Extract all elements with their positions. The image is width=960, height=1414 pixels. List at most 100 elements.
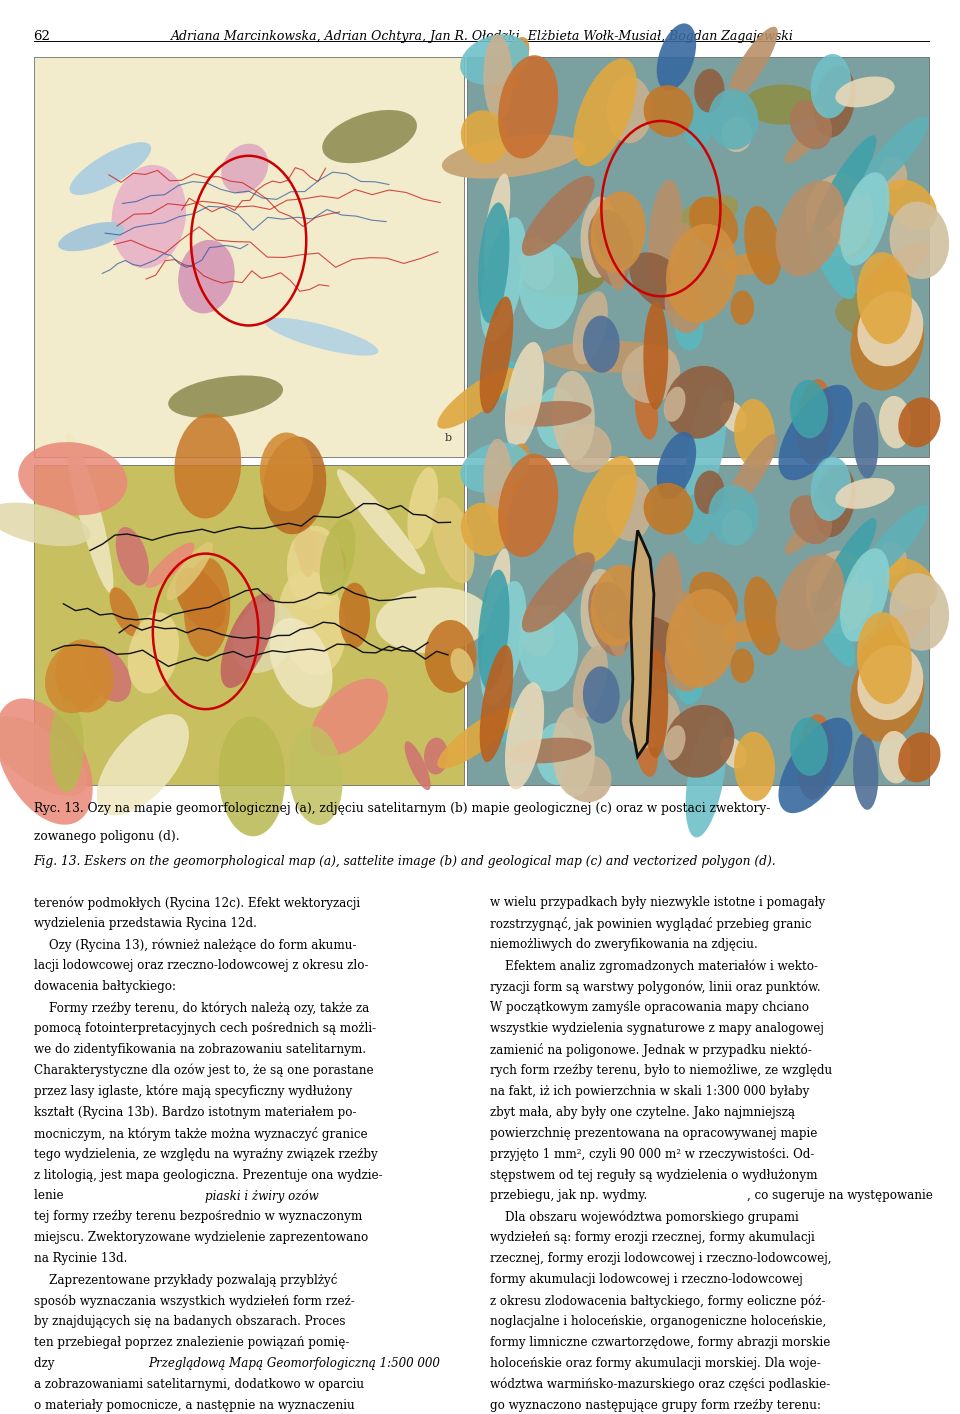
Ellipse shape bbox=[685, 385, 727, 508]
Ellipse shape bbox=[605, 609, 625, 658]
Ellipse shape bbox=[744, 85, 821, 124]
Ellipse shape bbox=[573, 645, 608, 718]
Ellipse shape bbox=[289, 727, 343, 824]
Ellipse shape bbox=[573, 291, 608, 365]
Ellipse shape bbox=[0, 717, 87, 796]
Ellipse shape bbox=[784, 518, 822, 554]
Text: z okresu zlodowacenia bałtyckiego, formy eoliczne póź-: z okresu zlodowacenia bałtyckiego, formy… bbox=[490, 1294, 825, 1308]
Ellipse shape bbox=[635, 720, 658, 776]
Ellipse shape bbox=[630, 615, 689, 674]
Ellipse shape bbox=[810, 223, 855, 300]
Ellipse shape bbox=[790, 717, 828, 776]
Ellipse shape bbox=[168, 376, 283, 419]
Ellipse shape bbox=[375, 587, 491, 653]
Text: z litologią, jest mapa geologiczna. Prezentuje ona wydzie-: z litologią, jest mapa geologiczna. Prez… bbox=[34, 1168, 382, 1182]
Ellipse shape bbox=[498, 55, 558, 158]
Ellipse shape bbox=[552, 707, 595, 796]
Text: zamienić na poligonowe. Jednak w przypadku niektó-: zamienić na poligonowe. Jednak w przypad… bbox=[490, 1044, 811, 1058]
Ellipse shape bbox=[722, 510, 752, 544]
Ellipse shape bbox=[563, 424, 612, 472]
Ellipse shape bbox=[18, 443, 128, 515]
Ellipse shape bbox=[675, 304, 704, 351]
Ellipse shape bbox=[442, 134, 586, 178]
Ellipse shape bbox=[664, 636, 704, 691]
Ellipse shape bbox=[814, 465, 855, 537]
Ellipse shape bbox=[484, 174, 511, 276]
Ellipse shape bbox=[552, 370, 595, 461]
Ellipse shape bbox=[814, 519, 876, 615]
Ellipse shape bbox=[573, 58, 636, 167]
Ellipse shape bbox=[875, 271, 905, 322]
Ellipse shape bbox=[899, 732, 941, 782]
Text: noglacjalne i holoceńskie, organogeniczne holoceńskie,: noglacjalne i holoceńskie, organogeniczn… bbox=[490, 1315, 826, 1328]
Ellipse shape bbox=[728, 434, 778, 508]
Ellipse shape bbox=[404, 741, 431, 790]
Ellipse shape bbox=[310, 679, 388, 756]
Ellipse shape bbox=[663, 386, 685, 421]
Text: dowacenia bałtyckiego:: dowacenia bałtyckiego: bbox=[34, 980, 176, 993]
Ellipse shape bbox=[643, 301, 668, 410]
Ellipse shape bbox=[664, 279, 704, 334]
Ellipse shape bbox=[294, 530, 347, 575]
Ellipse shape bbox=[166, 542, 213, 601]
Text: holoceńskie oraz formy akumulacji morskiej. Dla woje-: holoceńskie oraz formy akumulacji morski… bbox=[490, 1357, 821, 1370]
Ellipse shape bbox=[857, 252, 912, 344]
Ellipse shape bbox=[731, 649, 754, 683]
Ellipse shape bbox=[689, 197, 738, 250]
Ellipse shape bbox=[776, 181, 845, 276]
Ellipse shape bbox=[734, 399, 775, 468]
Ellipse shape bbox=[297, 523, 316, 577]
Ellipse shape bbox=[853, 402, 878, 478]
Ellipse shape bbox=[682, 99, 711, 150]
Text: Zaprezentowane przykłady pozwalają przyblżyć: Zaprezentowane przykłady pozwalają przyb… bbox=[34, 1273, 337, 1287]
Text: formy limniczne czwartorzędowe, formy abrazji morskie: formy limniczne czwartorzędowe, formy ab… bbox=[490, 1336, 830, 1349]
Ellipse shape bbox=[175, 414, 241, 519]
Ellipse shape bbox=[806, 550, 873, 633]
Ellipse shape bbox=[823, 178, 858, 226]
Ellipse shape bbox=[670, 591, 695, 666]
Ellipse shape bbox=[483, 438, 513, 525]
Ellipse shape bbox=[490, 37, 529, 99]
Bar bbox=[34, 465, 464, 785]
Ellipse shape bbox=[480, 218, 526, 342]
Ellipse shape bbox=[720, 737, 747, 769]
Ellipse shape bbox=[339, 583, 370, 648]
Ellipse shape bbox=[694, 69, 725, 113]
Ellipse shape bbox=[648, 553, 683, 660]
Text: piaski i żwiry ozów: piaski i żwiry ozów bbox=[204, 1189, 319, 1203]
Text: dzy: dzy bbox=[34, 1357, 58, 1370]
Ellipse shape bbox=[665, 704, 734, 778]
Text: Dla obszaru województwa pomorskiego grupami: Dla obszaru województwa pomorskiego grup… bbox=[490, 1210, 799, 1225]
Ellipse shape bbox=[460, 34, 529, 85]
Ellipse shape bbox=[536, 723, 578, 785]
Text: b: b bbox=[445, 433, 452, 443]
Ellipse shape bbox=[835, 293, 922, 341]
Ellipse shape bbox=[320, 519, 355, 595]
Ellipse shape bbox=[263, 437, 326, 534]
Text: w wielu przypadkach były niezwykle istotne i pomagały: w wielu przypadkach były niezwykle istot… bbox=[490, 896, 825, 909]
Text: terenów podmokłych (Rycina 12c). Efekt wektoryzacji: terenów podmokłych (Rycina 12c). Efekt w… bbox=[34, 896, 360, 911]
Ellipse shape bbox=[784, 126, 822, 163]
Text: na Rycinie 13d.: na Rycinie 13d. bbox=[34, 1253, 127, 1266]
Ellipse shape bbox=[878, 396, 911, 448]
Ellipse shape bbox=[722, 117, 752, 153]
Ellipse shape bbox=[483, 361, 532, 400]
Text: wydzielenia przedstawia Rycina 12d.: wydzielenia przedstawia Rycina 12d. bbox=[34, 918, 256, 930]
Ellipse shape bbox=[890, 202, 949, 279]
Ellipse shape bbox=[583, 315, 619, 373]
Ellipse shape bbox=[590, 191, 646, 273]
Ellipse shape bbox=[851, 643, 924, 742]
Ellipse shape bbox=[744, 577, 781, 655]
Ellipse shape bbox=[337, 469, 425, 574]
Ellipse shape bbox=[518, 257, 605, 297]
Ellipse shape bbox=[810, 591, 855, 667]
Text: rych form rzeźby terenu, było to niemożliwe, ze względu: rych form rzeźby terenu, było to niemożl… bbox=[490, 1063, 832, 1077]
Ellipse shape bbox=[583, 666, 619, 724]
Ellipse shape bbox=[670, 223, 695, 298]
Ellipse shape bbox=[797, 379, 833, 465]
Ellipse shape bbox=[519, 605, 554, 658]
Text: a zobrazowaniami satelitarnymi, dodatkowo w oparciu: a zobrazowaniami satelitarnymi, dodatkow… bbox=[34, 1377, 364, 1391]
Ellipse shape bbox=[221, 594, 275, 689]
Text: Ozy (Rycina 13), również należące do form akumu-: Ozy (Rycina 13), również należące do for… bbox=[34, 939, 356, 952]
Ellipse shape bbox=[432, 498, 474, 584]
